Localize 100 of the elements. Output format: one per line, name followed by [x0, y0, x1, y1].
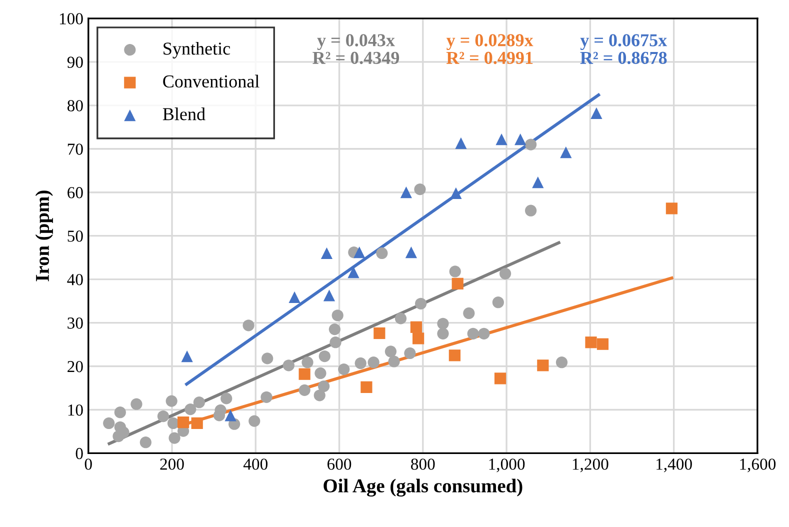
y-tick-label: 20: [68, 360, 83, 372]
point: [556, 356, 568, 368]
point: [524, 138, 537, 150]
point: [388, 356, 400, 368]
point: [157, 410, 170, 422]
point: [448, 350, 460, 362]
point: [496, 134, 508, 146]
annotation: y = 0.0675x R² = 0.8678: [580, 34, 668, 64]
point: [524, 204, 537, 216]
point: [414, 184, 426, 196]
point: [449, 266, 461, 278]
point: [332, 310, 344, 322]
point: [177, 416, 190, 428]
point: [384, 346, 397, 358]
point: [298, 368, 310, 380]
point: [348, 266, 360, 278]
y-tick-label: 60: [68, 187, 83, 198]
point: [374, 327, 386, 340]
point: [455, 137, 467, 150]
y-tick-label: 10: [68, 404, 83, 416]
y-axis-title: Iron (ppm): [35, 190, 53, 282]
x-tick-label: 1,000: [489, 458, 525, 472]
point: [242, 320, 254, 332]
point: [224, 410, 236, 422]
point: [298, 384, 310, 396]
y-tick-label: 30: [68, 317, 83, 329]
point: [318, 380, 330, 392]
point: [191, 417, 203, 430]
point: [314, 390, 326, 402]
point: [532, 176, 544, 188]
annotation: y = 0.0289x R² = 0.4991: [446, 34, 534, 64]
point: [437, 318, 449, 330]
point: [130, 398, 142, 410]
point: [415, 298, 427, 310]
point: [288, 291, 300, 303]
x-axis-title: Oil Age (gals consumed): [324, 478, 522, 497]
point: [260, 391, 272, 403]
point: [666, 202, 678, 214]
point: [360, 381, 372, 393]
point: [314, 367, 326, 380]
y-tick-label: 0: [76, 448, 83, 460]
point: [181, 350, 193, 362]
point: [262, 352, 274, 364]
y-tick-label: 90: [67, 56, 83, 68]
legend-label: Blend: [162, 108, 206, 120]
y-tick-label: 80: [67, 100, 83, 112]
point: [354, 357, 366, 370]
point: [437, 328, 449, 340]
x-tick-label: 1,600: [740, 458, 776, 472]
point: [354, 246, 366, 258]
point: [282, 360, 294, 372]
y-tick-label: 50: [68, 230, 83, 242]
point: [168, 432, 180, 444]
point: [492, 296, 504, 308]
x-tick-label: 1,200: [572, 458, 608, 472]
point: [585, 336, 597, 348]
point: [494, 372, 506, 384]
point: [404, 347, 416, 360]
point: [368, 356, 380, 368]
y-tick-label: 40: [67, 274, 83, 286]
point: [537, 360, 549, 372]
point: [220, 392, 232, 404]
point: [193, 396, 205, 408]
point: [318, 350, 330, 362]
point: [376, 247, 388, 260]
point: [514, 134, 526, 146]
x-tick-label: 800: [411, 458, 435, 470]
legend-label: Conventional: [163, 74, 260, 88]
point: [412, 332, 424, 344]
point: [405, 246, 418, 258]
point: [330, 336, 342, 348]
x-tick-label: 1,400: [656, 458, 692, 472]
point: [452, 278, 464, 290]
legend-label: Synthetic: [164, 42, 230, 58]
point: [184, 404, 196, 416]
point: [394, 312, 407, 324]
point: [320, 247, 333, 260]
point: [467, 328, 479, 340]
x-tick-label: 0: [84, 458, 92, 470]
point: [590, 107, 602, 120]
point: [140, 436, 152, 448]
point: [302, 356, 314, 368]
point: [114, 406, 126, 418]
point: [478, 328, 490, 340]
point: [596, 338, 609, 350]
point: [328, 324, 340, 336]
point: [463, 307, 475, 320]
y-tick-label: 70: [68, 144, 83, 155]
y-tick-label: 100: [60, 13, 83, 24]
point: [103, 417, 115, 430]
point: [560, 146, 572, 158]
point: [499, 268, 512, 280]
point: [338, 364, 350, 376]
annotation: y = 0.043x R² = 0.4349: [312, 34, 400, 64]
point: [323, 290, 336, 302]
point: [410, 321, 422, 333]
point: [450, 187, 462, 200]
x-tick-label: 600: [327, 458, 352, 470]
x-tick-label: 400: [243, 458, 268, 470]
point: [400, 186, 412, 198]
